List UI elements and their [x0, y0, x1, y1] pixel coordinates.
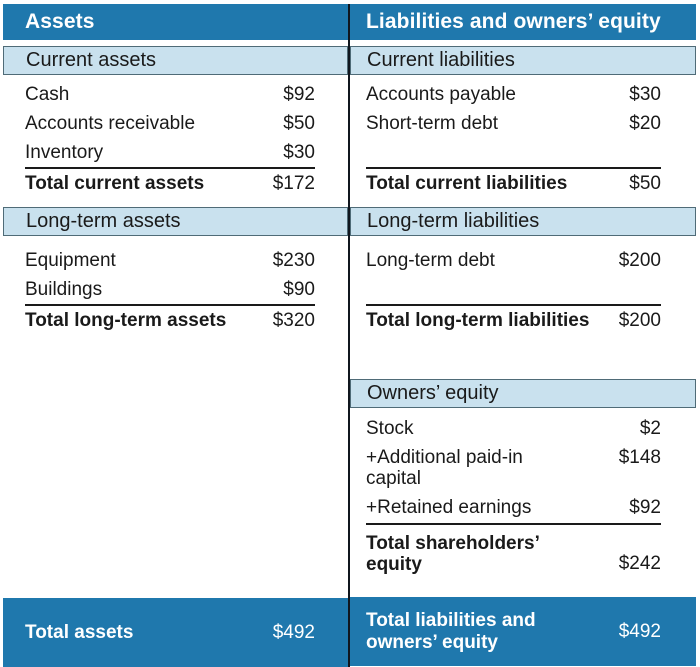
footer-label: Total assets — [25, 621, 134, 643]
row-value: $92 — [629, 497, 661, 518]
row-label: Stock — [366, 418, 414, 439]
long-term-assets-section: Equipment $230 Buildings $90 Total long-… — [3, 236, 348, 379]
current-liabilities-band-label: Current liabilities — [367, 49, 515, 71]
owners-equity-band: Owners’ equity — [350, 379, 696, 408]
row-label: +Retained earnings — [366, 497, 532, 518]
total-row: Total long-term assets $320 — [3, 306, 348, 335]
total-label: Total current assets — [25, 172, 205, 194]
long-term-liabilities-section: Long-term debt $200 Total long-term liab… — [350, 236, 696, 379]
row-label: Equipment — [25, 249, 116, 271]
row-label: Cash — [25, 83, 70, 105]
assets-column: Assets Current assets Cash $92 Accounts … — [3, 4, 348, 667]
total-label: Total long-term liabilities — [366, 309, 590, 331]
row-label: Inventory — [25, 141, 104, 163]
spacer — [350, 587, 696, 597]
empty-section — [3, 409, 348, 588]
current-assets-band-label: Current assets — [26, 49, 157, 71]
footer-value: $492 — [272, 621, 315, 643]
table-row: Long-term debt $200 — [350, 246, 696, 275]
table-row: Accounts payable $30 — [350, 80, 696, 109]
total-label: Total current liabilities — [366, 172, 568, 194]
row-value: $148 — [618, 447, 661, 468]
row-label: Accounts receivable — [25, 112, 196, 134]
owners-equity-section: Stock $2 +Additional paid-in capital $14… — [350, 408, 696, 587]
row-value: $2 — [639, 418, 661, 439]
footer-value: $492 — [618, 620, 661, 642]
table-row: Equipment $230 — [3, 246, 348, 275]
total-label: Total shareholders’ equity — [366, 533, 539, 575]
current-assets-section: Cash $92 Accounts receivable $50 Invento… — [3, 75, 348, 207]
row-label: Accounts payable — [366, 83, 516, 105]
row-value: $90 — [283, 278, 315, 300]
long-term-liabilities-rows: Long-term debt $200 — [350, 246, 696, 304]
column-divider — [348, 4, 350, 667]
total-value: $172 — [272, 172, 315, 194]
spacer — [3, 588, 348, 598]
row-value: $30 — [629, 83, 661, 105]
total-value: $242 — [618, 553, 661, 574]
long-term-assets-rows: Equipment $230 Buildings $90 — [3, 246, 348, 304]
row-value: $20 — [629, 112, 661, 134]
row-label: +Additional paid-in capital — [366, 447, 523, 489]
row-value: $30 — [283, 141, 315, 163]
row-label: Buildings — [25, 278, 103, 300]
row-value: $50 — [283, 112, 315, 134]
table-row: Stock $2 — [350, 414, 696, 444]
table-row: Buildings $90 — [3, 275, 348, 304]
long-term-liabilities-band-label: Long-term liabilities — [367, 210, 540, 232]
total-value: $320 — [272, 309, 315, 331]
row-value: $200 — [618, 249, 661, 271]
row-label: Long-term debt — [366, 249, 495, 271]
liabilities-equity-column: Liabilities and owners’ equity Current l… — [350, 4, 696, 667]
liabilities-header-label: Liabilities and owners’ equity — [366, 10, 661, 33]
table-row: Inventory $30 — [3, 138, 348, 167]
row-value: $230 — [272, 249, 315, 271]
total-rule — [366, 167, 661, 169]
total-row: Total shareholders’ equity $242 — [350, 531, 696, 577]
footer-label: Total liabilities and owners’ equity — [366, 609, 536, 653]
spacer — [3, 379, 348, 409]
long-term-liabilities-band: Long-term liabilities — [350, 207, 696, 236]
total-rule — [25, 304, 315, 306]
long-term-assets-band-label: Long-term assets — [26, 210, 181, 232]
total-value: $50 — [629, 172, 661, 194]
row-label: Short-term debt — [366, 112, 498, 134]
table-row: Cash $92 — [3, 80, 348, 109]
current-assets-band: Current assets — [3, 46, 348, 75]
total-rule — [25, 167, 315, 169]
current-liabilities-band: Current liabilities — [350, 46, 696, 75]
assets-header-label: Assets — [25, 10, 95, 33]
liabilities-header: Liabilities and owners’ equity — [350, 4, 696, 40]
total-value: $200 — [618, 309, 661, 331]
total-row: Total current assets $172 — [3, 169, 348, 198]
total-assets-footer: Total assets $492 — [3, 598, 348, 667]
table-row: Accounts receivable $50 — [3, 109, 348, 138]
table-row: +Retained earnings $92 — [350, 493, 696, 523]
table-row: Short-term debt $20 — [350, 109, 696, 138]
total-rule — [366, 304, 661, 306]
total-rule — [366, 523, 661, 525]
total-row: Total current liabilities $50 — [350, 169, 696, 198]
row-value: $92 — [283, 83, 315, 105]
current-liabilities-rows: Accounts payable $30 Short-term debt $20 — [350, 80, 696, 167]
assets-header: Assets — [3, 4, 348, 40]
owners-equity-band-label: Owners’ equity — [367, 382, 499, 404]
table-row: +Additional paid-in capital $148 — [350, 444, 696, 493]
current-liabilities-section: Accounts payable $30 Short-term debt $20… — [350, 75, 696, 207]
total-row: Total long-term liabilities $200 — [350, 306, 696, 335]
current-assets-rows: Cash $92 Accounts receivable $50 Invento… — [3, 80, 348, 167]
long-term-assets-band: Long-term assets — [3, 207, 348, 236]
total-label: Total long-term assets — [25, 309, 227, 331]
total-liabilities-footer: Total liabilities and owners’ equity $49… — [350, 597, 696, 666]
